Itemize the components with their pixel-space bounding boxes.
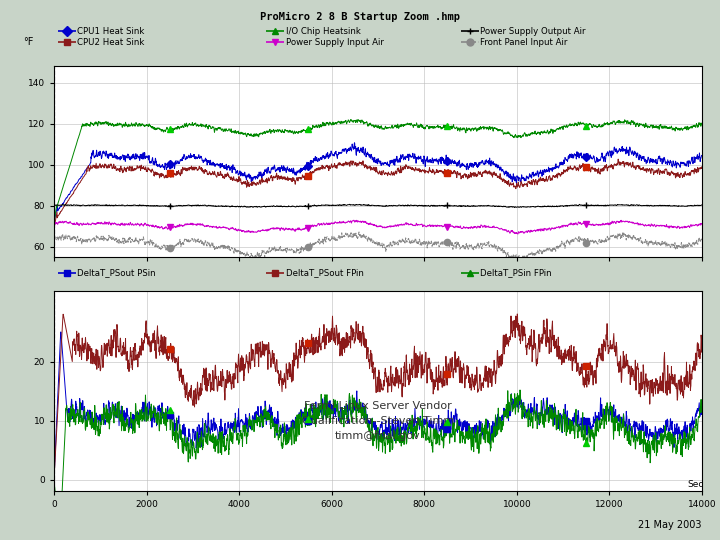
Text: I/O Chip Heatsink: I/O Chip Heatsink xyxy=(286,27,361,36)
Text: 21 May 2003: 21 May 2003 xyxy=(639,520,702,530)
Text: DeltaT_PSout PSin: DeltaT_PSout PSin xyxy=(77,268,156,277)
Text: CPU2 Heat Sink: CPU2 Heat Sink xyxy=(77,38,145,46)
Text: CPU1 Heat Sink: CPU1 Heat Sink xyxy=(77,27,145,36)
Text: DeltaT_PSout FPin: DeltaT_PSout FPin xyxy=(286,268,364,277)
Text: DeltaT_PSin FPin: DeltaT_PSin FPin xyxy=(480,268,552,277)
Text: Power Supply Output Air: Power Supply Output Air xyxy=(480,27,586,36)
Text: ProMicro 2 8 B Startup Zoom .hmp: ProMicro 2 8 B Startup Zoom .hmp xyxy=(260,12,460,22)
Text: Fermi Linux Server Vendor
Qualification--Steven Timm
timm@fnal.gov: Fermi Linux Server Vendor Qualification-… xyxy=(302,401,454,441)
Text: Sec: Sec xyxy=(688,481,704,489)
Text: Front Panel Input Air: Front Panel Input Air xyxy=(480,38,567,46)
Text: °F: °F xyxy=(23,37,33,47)
Text: Power Supply Input Air: Power Supply Input Air xyxy=(286,38,384,46)
